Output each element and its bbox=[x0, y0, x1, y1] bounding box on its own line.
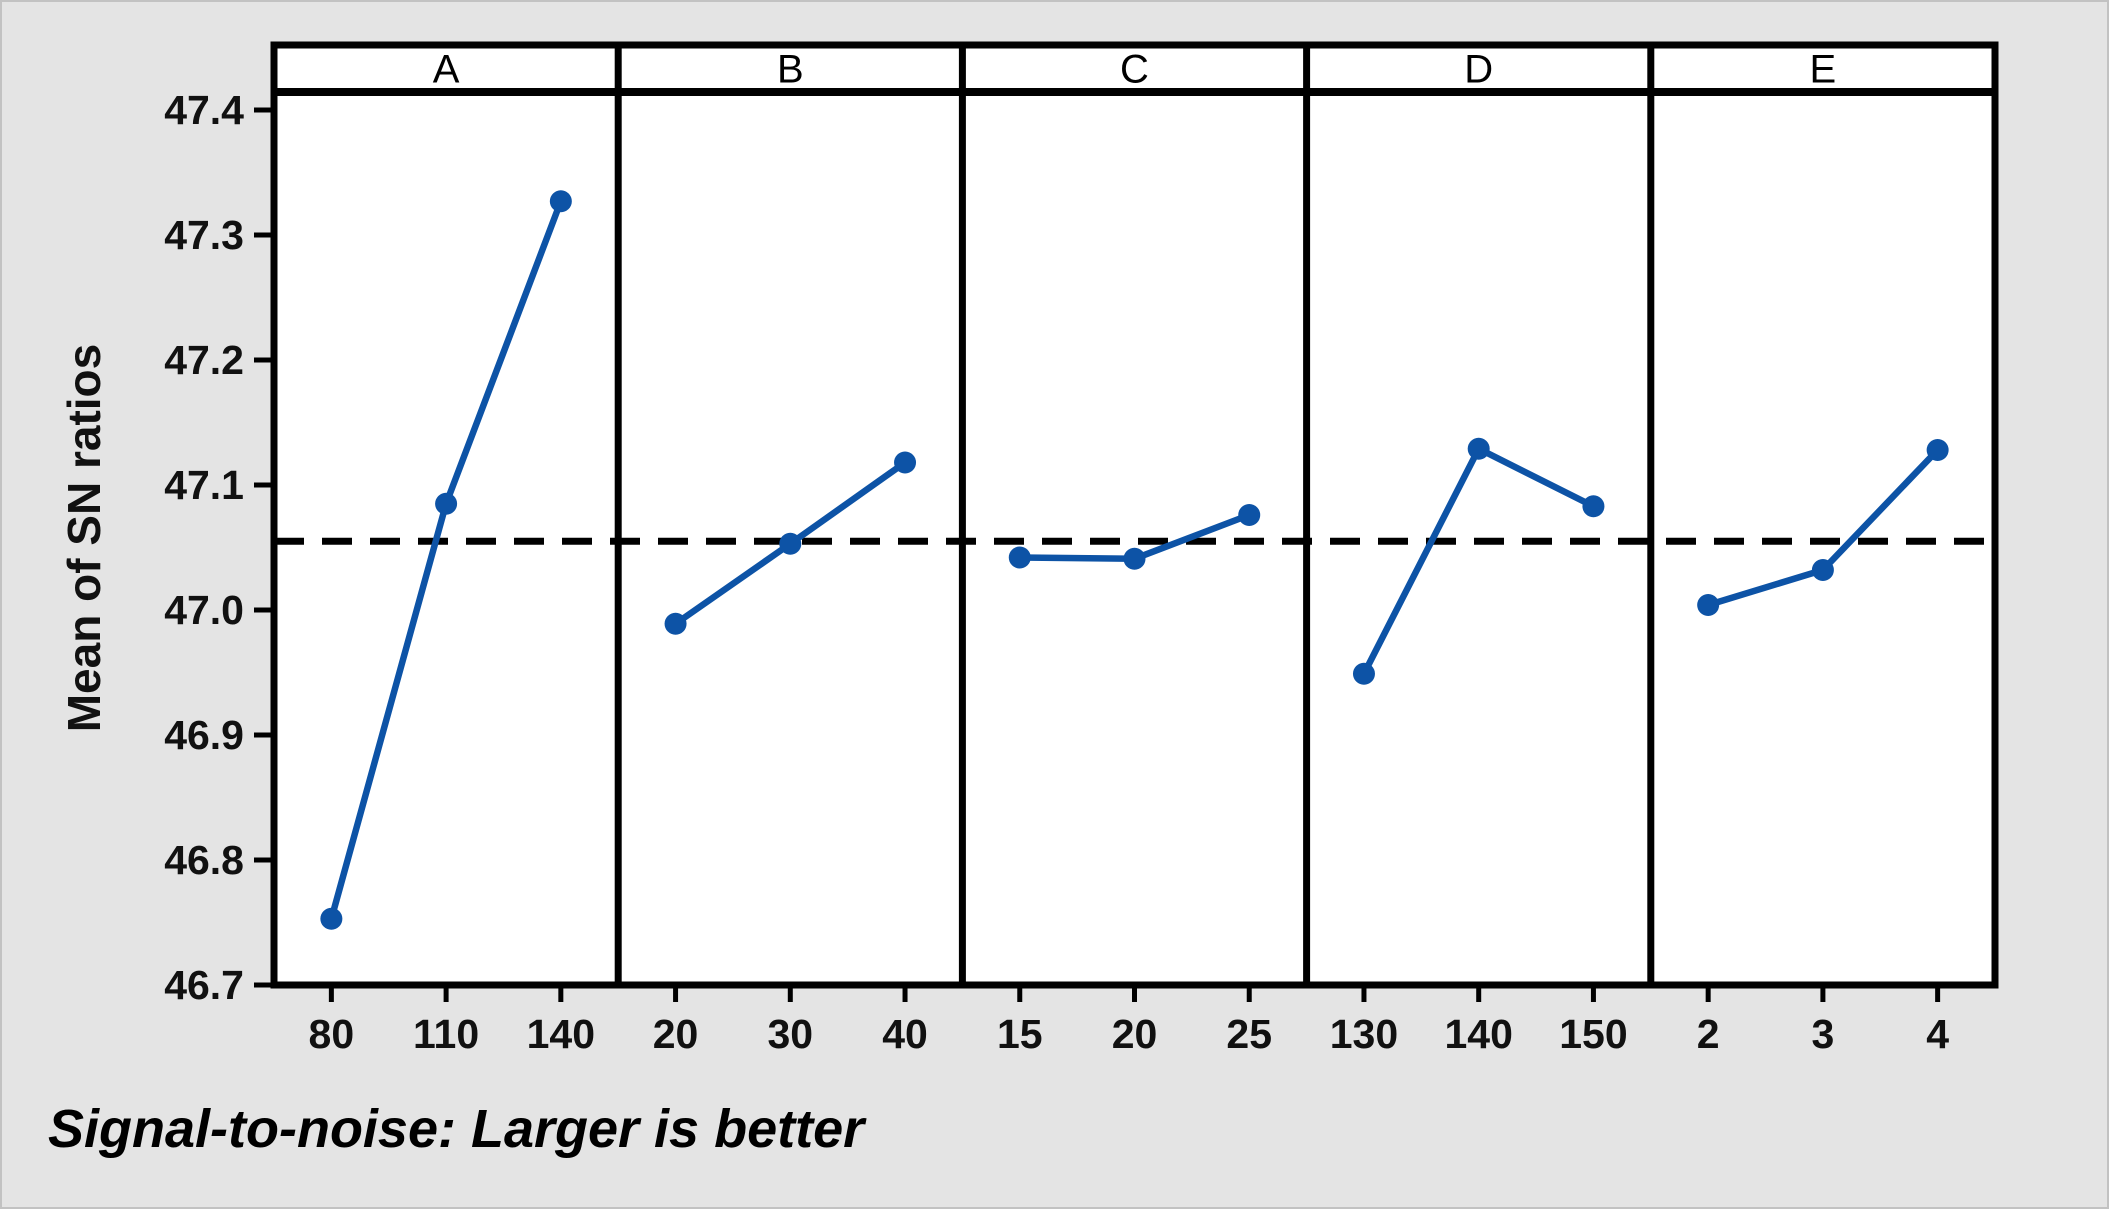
marker-B-40 bbox=[894, 451, 917, 474]
x-tick-label-C-15: 15 bbox=[997, 1011, 1043, 1057]
y-tick-label-47.0: 47.0 bbox=[164, 587, 244, 633]
marker-D-130 bbox=[1352, 662, 1375, 685]
panel-header-label-E: E bbox=[1810, 48, 1837, 92]
plot-frame bbox=[270, 41, 1999, 989]
marker-A-80 bbox=[320, 907, 343, 930]
marker-E-4 bbox=[1926, 439, 1949, 461]
x-tick-label-E-4: 4 bbox=[1926, 1011, 1949, 1057]
marker-A-110 bbox=[435, 492, 458, 515]
marker-C-25 bbox=[1238, 504, 1261, 526]
panel-header-label-C: C bbox=[1120, 48, 1149, 92]
plot-background bbox=[274, 45, 1995, 985]
x-tick-label-C-25: 25 bbox=[1226, 1011, 1272, 1057]
y-tick-label-46.8: 46.8 bbox=[164, 837, 244, 883]
x-tick-label-C-20: 20 bbox=[1112, 1011, 1158, 1057]
x-tick-label-A-110: 110 bbox=[413, 1011, 479, 1057]
x-tick-label-D-150: 150 bbox=[1559, 1011, 1627, 1057]
y-tick-label-47.1: 47.1 bbox=[164, 462, 244, 508]
y-tick-label-46.7: 46.7 bbox=[164, 962, 244, 1008]
marker-E-2 bbox=[1697, 594, 1720, 616]
x-tick-label-B-20: 20 bbox=[653, 1011, 699, 1057]
panel-header-label-A: A bbox=[433, 48, 460, 92]
y-tick-label-47.2: 47.2 bbox=[164, 337, 244, 383]
y-tick-label-47.4: 47.4 bbox=[164, 87, 244, 133]
footer-note: Signal-to-noise: Larger is better bbox=[48, 1099, 865, 1159]
x-tick-label-B-40: 40 bbox=[882, 1011, 928, 1057]
marker-C-15 bbox=[1008, 546, 1031, 569]
panel-header-label-B: B bbox=[777, 48, 804, 92]
x-tick-label-A-80: 80 bbox=[309, 1011, 355, 1057]
panel-header-label-D: D bbox=[1464, 48, 1493, 92]
y-tick-label-47.3: 47.3 bbox=[164, 212, 244, 258]
x-tick-label-E-2: 2 bbox=[1697, 1011, 1720, 1057]
marker-D-140 bbox=[1467, 437, 1490, 460]
marker-E-3 bbox=[1811, 559, 1834, 581]
x-tick-label-E-3: 3 bbox=[1811, 1011, 1834, 1057]
x-tick-label-D-130: 130 bbox=[1330, 1011, 1398, 1057]
y-tick-label-46.9: 46.9 bbox=[164, 712, 244, 758]
marker-B-30 bbox=[779, 532, 802, 555]
x-tick-label-D-140: 140 bbox=[1444, 1011, 1512, 1057]
x-tick-label-B-30: 30 bbox=[767, 1011, 813, 1057]
x-tick-label-A-140: 140 bbox=[527, 1011, 595, 1057]
marker-A-140 bbox=[549, 190, 572, 213]
marker-B-20 bbox=[664, 612, 687, 635]
marker-D-150 bbox=[1582, 495, 1605, 518]
marker-C-20 bbox=[1123, 547, 1146, 570]
